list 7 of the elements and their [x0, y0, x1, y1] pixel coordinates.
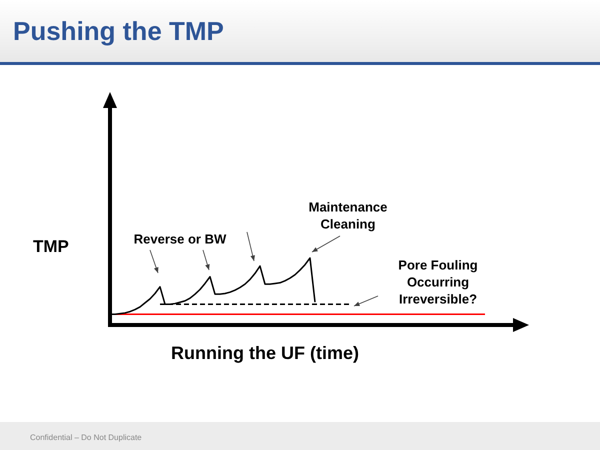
y-axis-title: TMP	[33, 237, 69, 257]
text: Reverse or BW	[134, 232, 227, 247]
x-axis-title: Running the UF (time)	[170, 343, 360, 364]
text: Confidential – Do Not Duplicate	[30, 433, 142, 442]
chart-title: Pushing the TMP	[13, 16, 224, 47]
text: Maintenance Cleaning	[308, 200, 388, 232]
annotation: Pore Fouling Occurring Irreversible?	[398, 258, 478, 307]
